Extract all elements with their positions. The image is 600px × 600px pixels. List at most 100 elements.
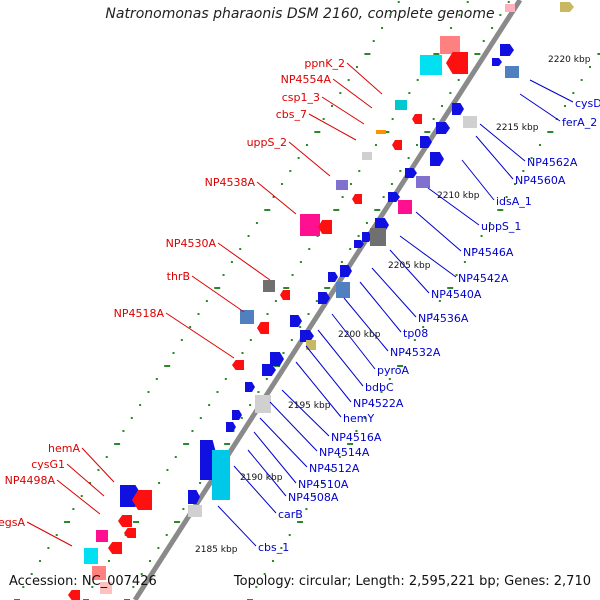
tick-dot [363, 417, 366, 419]
tick-dot [122, 430, 125, 432]
tick-dot [255, 586, 258, 588]
gene-feature [500, 44, 514, 56]
tick-dot [164, 365, 171, 367]
leader-line [295, 361, 342, 418]
tick-dot [305, 144, 308, 146]
leader-line [253, 431, 297, 484]
tick-dot [47, 547, 50, 549]
reverse-gene-label: egsA [0, 516, 25, 529]
tick-dot [114, 443, 121, 445]
gene-feature [416, 176, 430, 188]
tick-dot [239, 248, 242, 250]
tick-label: 2190 kbp [240, 473, 283, 483]
tick-dot [466, 1, 469, 3]
tick-dot [422, 326, 425, 328]
tick-dot [290, 339, 293, 341]
tick-dot [374, 209, 381, 211]
gene-feature [376, 130, 386, 134]
leader-line [371, 267, 417, 318]
gene-feature [362, 152, 372, 160]
leader-line [308, 113, 357, 141]
tick-dot [413, 339, 416, 341]
gene-feature [300, 330, 314, 342]
tick-dot [547, 131, 554, 133]
leader-line [233, 465, 277, 514]
tick-dot [174, 456, 177, 458]
tick-dot [199, 417, 202, 419]
gene-feature [412, 114, 422, 124]
gene-feature [388, 192, 400, 202]
gene-feature [240, 310, 254, 324]
leader-line [217, 242, 271, 281]
gene-feature [452, 103, 464, 115]
tick-dot [455, 274, 458, 276]
tick-dot [333, 209, 340, 211]
reverse-gene-label: uppS_2 [247, 136, 287, 149]
tick-dot [563, 105, 566, 107]
gene-feature [280, 290, 290, 300]
leader-line [26, 521, 73, 547]
gene-feature [255, 395, 271, 413]
tick-dot [155, 378, 158, 380]
tick-label: 2185 kbp [195, 545, 238, 555]
tick-dot [257, 391, 260, 393]
gene-feature [270, 352, 284, 366]
tick-dot [89, 482, 92, 484]
tick-dot [308, 248, 311, 250]
tick-dot [55, 534, 58, 536]
gene-feature [318, 292, 330, 304]
gene-feature [392, 140, 402, 150]
gene-feature [124, 528, 136, 538]
forward-gene-label: cbs_1 [258, 541, 289, 554]
gene-feature [245, 382, 255, 392]
tick-dot [488, 222, 491, 224]
forward-gene-label: bdbC [365, 381, 394, 394]
tick-dot [288, 534, 291, 536]
tick-dot [449, 92, 452, 94]
gene-feature [290, 315, 302, 327]
tick-dot [447, 287, 454, 289]
gene-feature [306, 340, 316, 350]
forward-gene-label: NP4562A [527, 156, 578, 169]
tick-dot [208, 404, 211, 406]
tick-dot [330, 469, 333, 471]
tick-dot [299, 261, 302, 263]
leader-line [288, 141, 331, 177]
leader-line [217, 505, 257, 547]
tick-dot [39, 560, 42, 562]
tick-label: 2200 kbp [338, 330, 381, 340]
reverse-gene-label: cysG1 [31, 458, 65, 471]
gene-feature [560, 2, 574, 12]
forward-gene-label: NP4510A [298, 478, 349, 491]
leader-line [321, 96, 365, 125]
tick-dot [388, 378, 391, 380]
tick-label: 2220 kbp [548, 55, 591, 65]
reverse-gene-label: cbs_7 [276, 108, 307, 121]
gene-feature [446, 52, 468, 74]
leader-line [479, 123, 526, 162]
tick-dot [383, 131, 390, 133]
tick-dot [265, 378, 268, 380]
tick-dot [340, 261, 343, 263]
tick-dot [182, 508, 185, 510]
leader-line [399, 235, 457, 278]
forward-gene-label: ferA_2 [562, 116, 597, 129]
tick-dot [408, 92, 411, 94]
tick-dot [149, 560, 152, 562]
tick-dot [450, 27, 453, 29]
gene-features [68, 2, 574, 600]
tick-dot [280, 547, 283, 549]
forward-gene-label: pyroA [377, 364, 410, 377]
forward-gene-label: carB [278, 508, 303, 521]
tick-dot [349, 248, 352, 250]
tick-dot [291, 274, 294, 276]
gene-feature [420, 55, 442, 75]
tick-dot [139, 404, 142, 406]
tick-dot [405, 352, 408, 354]
tick-dot [372, 404, 375, 406]
gene-feature [96, 530, 108, 542]
tick-dot [264, 209, 271, 211]
reverse-gene-label: ppnK_2 [304, 57, 345, 70]
tick-dot [272, 560, 275, 562]
tick-dot [381, 27, 384, 29]
